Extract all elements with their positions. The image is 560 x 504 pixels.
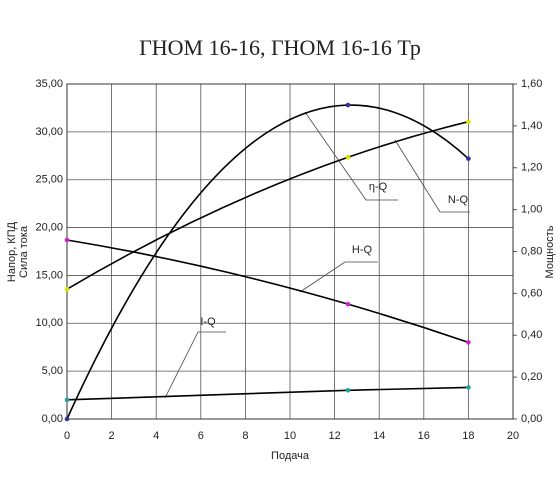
leader-line xyxy=(394,139,470,213)
y-tick-label: 0,00 xyxy=(42,413,63,425)
x-tick-label: 12 xyxy=(328,430,340,442)
leader-line xyxy=(299,261,378,293)
x-tick-label: 10 xyxy=(284,430,296,442)
point-marker xyxy=(64,237,70,243)
point-marker xyxy=(345,102,351,108)
y-tick-label: 20,00 xyxy=(35,221,63,233)
y2-tick-label: 1,40 xyxy=(521,120,542,132)
point-marker xyxy=(345,154,351,160)
y-tick-label: 5,00 xyxy=(42,365,63,377)
point-marker xyxy=(466,385,471,390)
y2-tick-label: 1,00 xyxy=(521,204,542,216)
y-axis-title: Напор, КПД xyxy=(6,221,18,282)
y2-tick-label: 0,20 xyxy=(521,371,542,383)
x-tick-label: 18 xyxy=(462,430,474,442)
curve xyxy=(66,239,469,344)
y2-tick-label: 1,60 xyxy=(521,78,542,90)
point-marker xyxy=(64,416,70,422)
x-tick-label: 2 xyxy=(109,430,115,442)
point-marker xyxy=(466,119,471,124)
x-tick-label: 6 xyxy=(198,430,204,442)
y-axis-title: Сила тока xyxy=(18,225,30,278)
leader-line xyxy=(164,331,226,399)
curve-label: η-Q xyxy=(369,181,388,193)
curve xyxy=(66,120,469,290)
y2-tick-label: 1,20 xyxy=(521,162,542,174)
y2-tick-label: 0,40 xyxy=(521,329,542,341)
x-tick-label: 8 xyxy=(242,430,248,442)
plot-frame xyxy=(66,83,514,420)
y2-tick-label: 0,60 xyxy=(521,287,542,299)
x-tick-label: 4 xyxy=(153,430,159,442)
leaders xyxy=(164,111,470,399)
y-tick-label: 15,00 xyxy=(35,269,63,281)
curve-label: I-Q xyxy=(200,316,216,328)
point-marker xyxy=(466,340,471,345)
y2-axis-title: Мощность xyxy=(544,225,556,278)
x-tick-label: 16 xyxy=(418,430,430,442)
y2-tick-label: 0,00 xyxy=(521,413,542,425)
x-axis-title: Подача xyxy=(271,450,310,462)
point-marker xyxy=(64,286,70,292)
point-marker xyxy=(466,156,471,161)
y-tick-label: 10,00 xyxy=(35,317,63,329)
y2-tick-label: 0,80 xyxy=(521,245,542,257)
leader-line xyxy=(304,111,398,201)
y-tick-label: 25,00 xyxy=(35,174,63,186)
y-tick-label: 30,00 xyxy=(35,126,63,138)
x-tick-label: 14 xyxy=(373,430,385,442)
point-marker xyxy=(64,397,70,403)
chart-title: ГНОМ 16-16, ГНОМ 16-16 Тр xyxy=(139,35,421,60)
curve xyxy=(66,104,469,420)
curve xyxy=(66,386,469,401)
point-marker xyxy=(345,387,351,393)
x-tick-label: 0 xyxy=(64,430,70,442)
y-tick-label: 35,00 xyxy=(35,78,63,90)
point-marker xyxy=(345,301,351,307)
curve-label: H-Q xyxy=(352,244,373,256)
curve-label: N-Q xyxy=(448,194,469,206)
x-tick-label: 20 xyxy=(507,430,519,442)
